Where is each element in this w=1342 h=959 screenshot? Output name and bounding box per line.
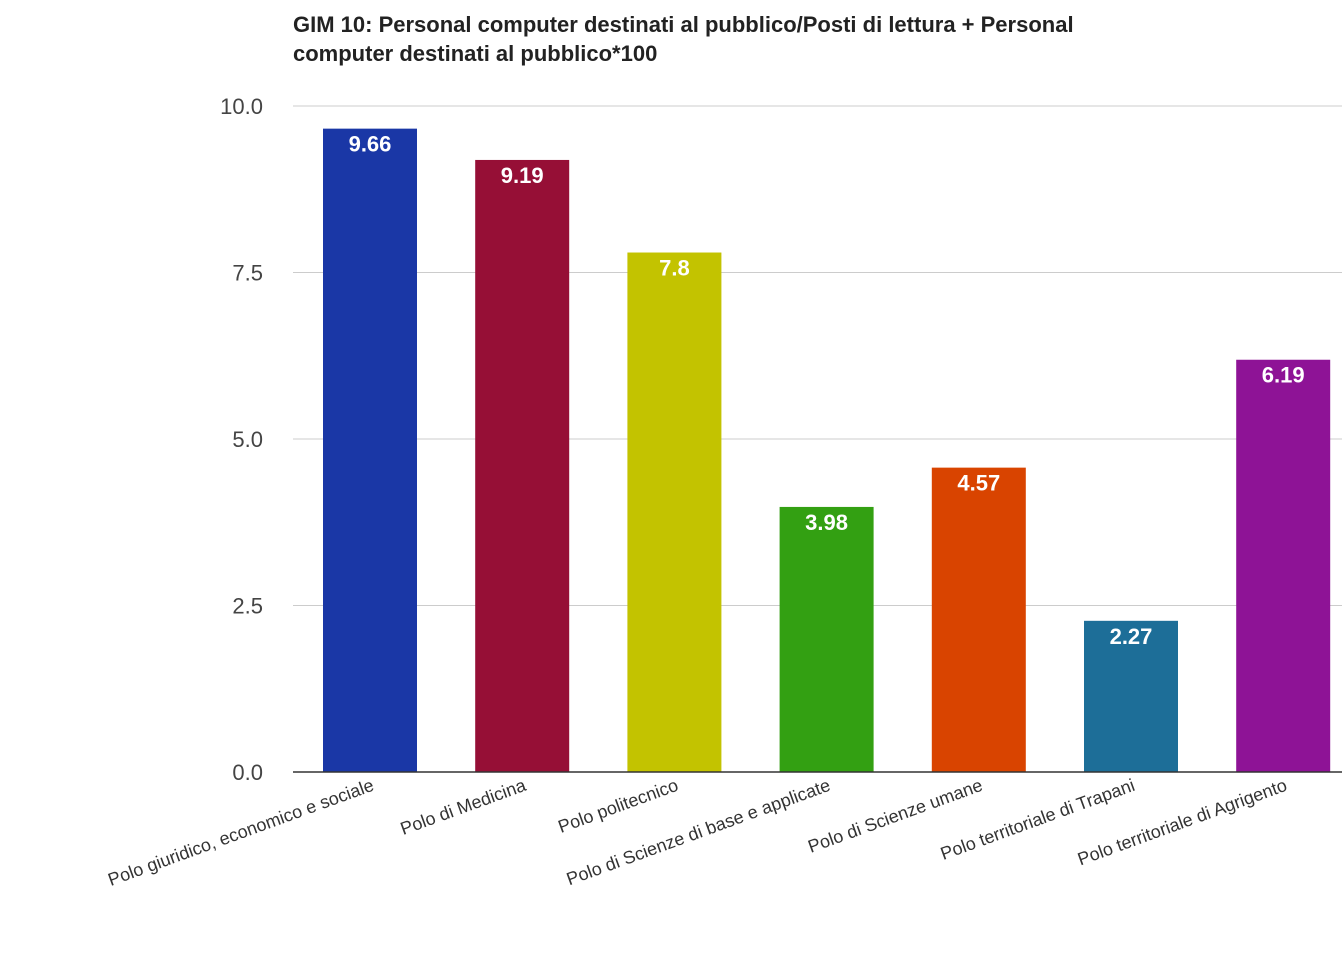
chart-title-line-1: GIM 10: Personal computer destinati al p… [293, 12, 1074, 37]
bar [1236, 359, 1331, 772]
bar [931, 467, 1026, 772]
data-label: 6.19 [1262, 363, 1305, 388]
bar [475, 159, 570, 773]
chart-title: GIM 10: Personal computer destinati al p… [293, 12, 1074, 66]
y-tick-label: 7.5 [232, 261, 263, 286]
y-tick-label: 2.5 [232, 594, 263, 619]
data-label: 7.8 [659, 256, 690, 281]
data-label: 4.57 [957, 471, 1000, 496]
bar [627, 252, 722, 772]
bar [779, 506, 874, 772]
y-tick-label: 0.0 [232, 760, 263, 785]
data-label: 9.66 [349, 132, 392, 157]
x-axis-category-labels: Polo giuridico, economico e sociale Polo … [105, 775, 1289, 890]
x-category-label: Polo di Scienze di base e applicate [564, 775, 833, 889]
y-axis-tick-labels: 0.0 2.5 5.0 7.5 10.0 [220, 94, 263, 785]
bar [1084, 620, 1178, 772]
x-category-label: Polo di Medicina [398, 775, 530, 839]
data-label: 9.19 [501, 163, 544, 188]
y-tick-label: 10.0 [220, 94, 263, 119]
x-category-label: Polo politecnico [555, 775, 680, 837]
chart-title-line-2: computer destinati al pubblico*100 [293, 41, 657, 66]
bar [323, 128, 417, 773]
x-category-label: Polo giuridico, economico e sociale [105, 775, 376, 890]
data-labels: 9.66 9.19 7.8 3.98 4.57 2.27 6.19 [349, 132, 1305, 649]
y-tick-label: 5.0 [232, 427, 263, 452]
bars [323, 128, 1331, 773]
data-label: 2.27 [1110, 624, 1153, 649]
data-label: 3.98 [805, 510, 848, 535]
